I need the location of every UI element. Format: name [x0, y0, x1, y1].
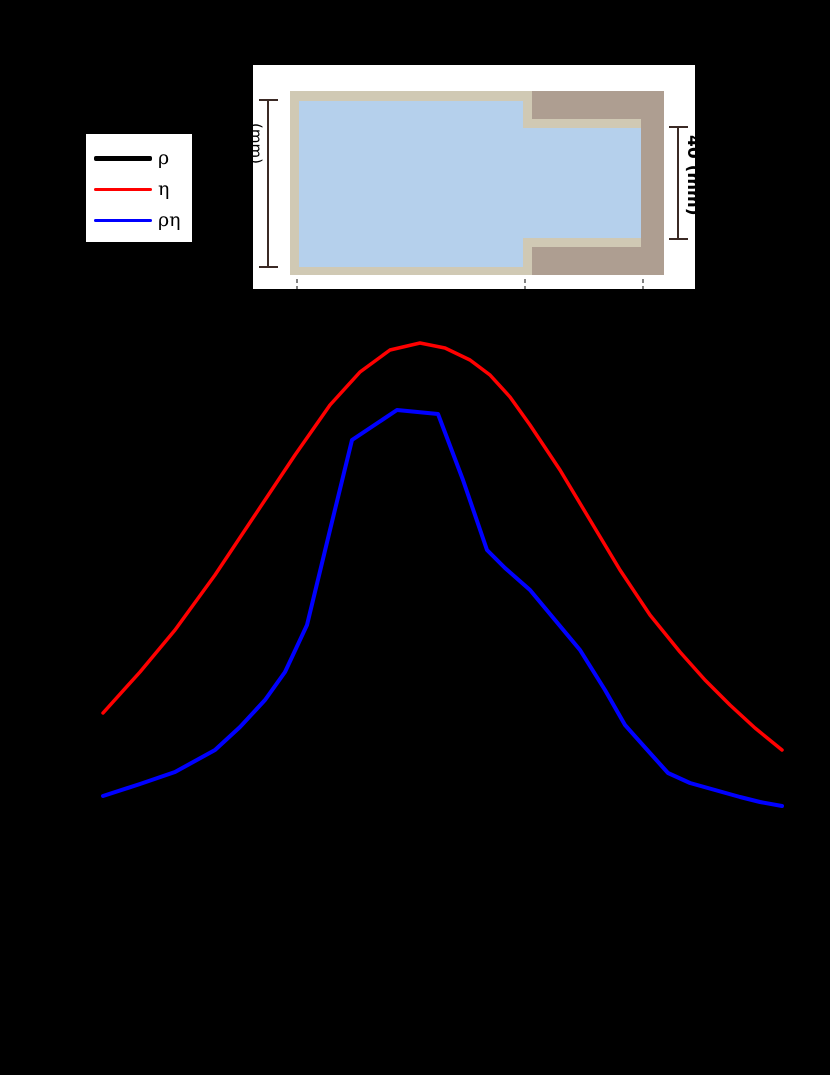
legend-label-rho-eta: ρη	[158, 209, 181, 231]
rho-eta-line	[101, 408, 784, 808]
wall-dark-right	[641, 91, 664, 275]
right-dimension-label: 40 (mm)	[685, 135, 697, 216]
left-dimension-label: (mm)	[249, 123, 263, 164]
right-dimension-label-clip: 40 (mm)	[685, 127, 697, 239]
legend-label-eta: η	[158, 178, 170, 200]
fluid-outlet	[523, 128, 641, 238]
legend-swatch-rho	[94, 155, 152, 161]
legend-item-rho: ρ	[94, 148, 169, 168]
legend-swatch-eta	[94, 187, 152, 191]
eta-line	[101, 341, 784, 752]
lining-step-top	[523, 91, 532, 128]
fluid-chamber	[299, 101, 523, 267]
lining-top	[523, 119, 641, 128]
legend-item-rho-eta: ρη	[94, 210, 181, 230]
legend-item-eta: η	[94, 179, 169, 199]
legend-swatch-rho-eta	[94, 218, 152, 222]
legend-label-rho: ρ	[158, 147, 170, 169]
legend: ρ η ρη	[86, 134, 192, 242]
left-dimension-marker	[259, 99, 278, 268]
geometry-diagram	[259, 91, 688, 289]
lining-step-bottom	[523, 238, 532, 275]
right-dimension-marker	[669, 126, 688, 240]
geometry-inset: (mm) 40 (mm)	[249, 65, 697, 289]
position-markers	[296, 279, 644, 289]
lining-bottom	[523, 238, 641, 247]
left-dimension-label-clip: (mm)	[249, 123, 263, 233]
